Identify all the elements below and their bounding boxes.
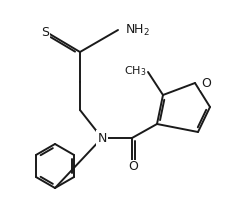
Text: S: S xyxy=(41,26,49,38)
Text: O: O xyxy=(128,161,138,173)
Text: NH$_2$: NH$_2$ xyxy=(125,22,150,38)
Text: CH$_3$: CH$_3$ xyxy=(123,64,146,78)
Text: O: O xyxy=(201,77,211,89)
Text: N: N xyxy=(97,131,107,145)
